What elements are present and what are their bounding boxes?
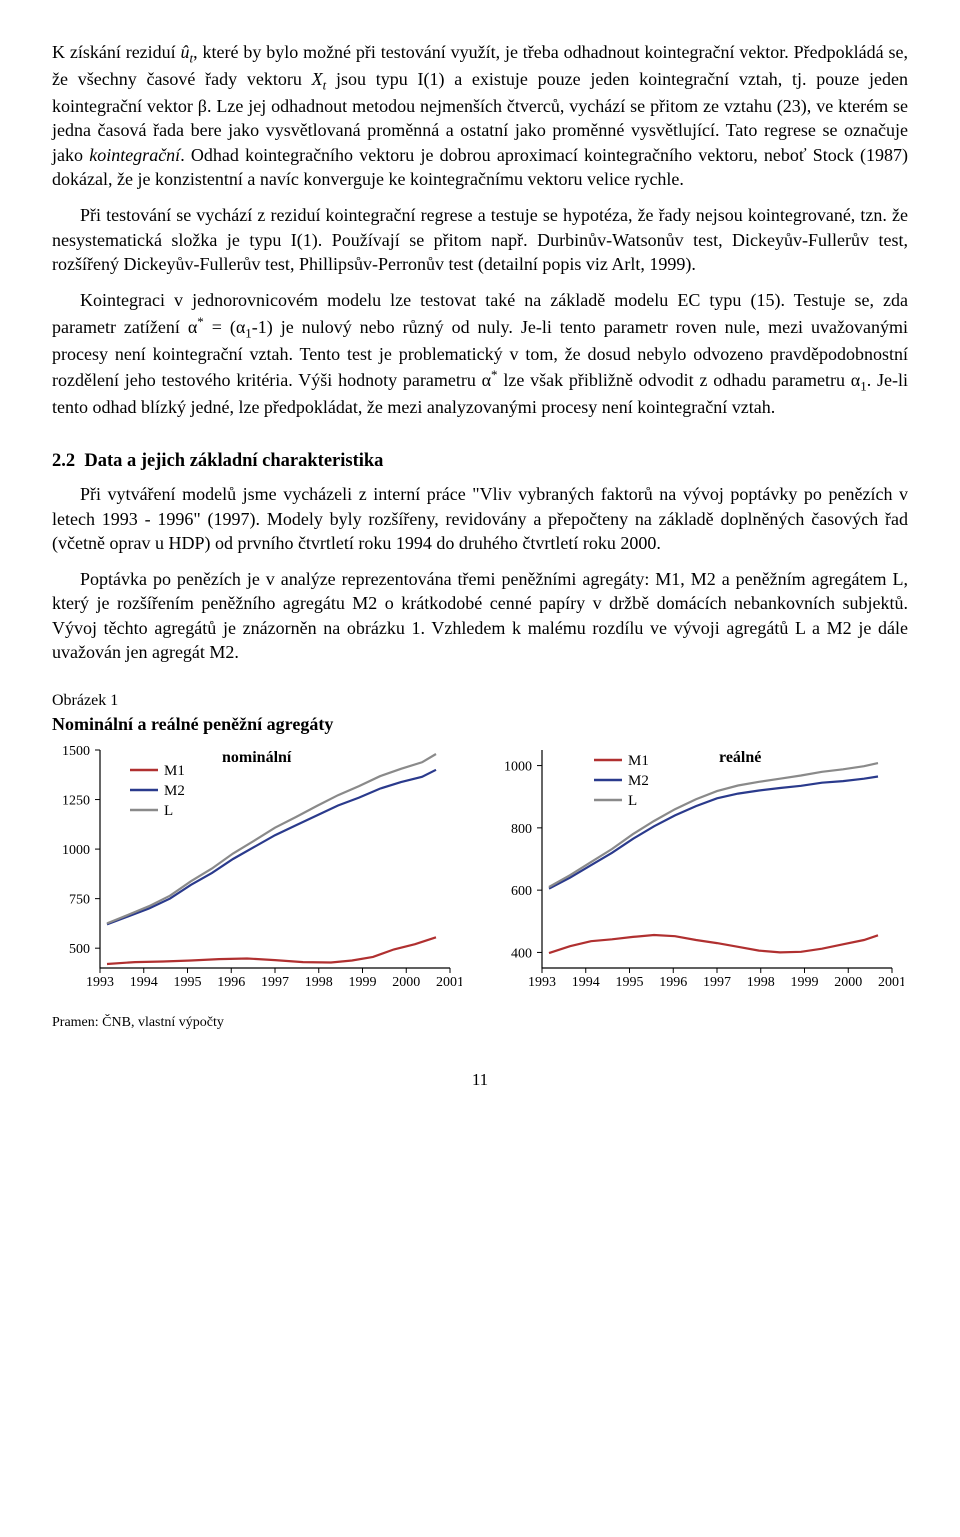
svg-text:750: 750 — [69, 893, 90, 908]
svg-text:1993: 1993 — [86, 975, 114, 990]
svg-text:1997: 1997 — [703, 975, 731, 990]
section-heading: 2.2 Data a jejich základní charakteristi… — [52, 449, 908, 474]
svg-text:800: 800 — [511, 822, 532, 837]
svg-text:L: L — [164, 803, 173, 819]
text: K získání reziduí — [52, 42, 181, 62]
svg-text:1500: 1500 — [62, 744, 90, 759]
var-u: ût — [181, 42, 194, 62]
chart-nominal-svg: 500 750 1000 1250 1500 1993 1994 1995 1996 1997 19… — [52, 742, 462, 1012]
svg-text:M2: M2 — [164, 783, 185, 799]
figure-title: Nominální a reálné peněžní agregáty — [52, 712, 908, 736]
svg-text:2001: 2001 — [878, 975, 904, 990]
svg-text:1000: 1000 — [504, 760, 532, 775]
svg-text:600: 600 — [511, 884, 532, 899]
svg-text:1998: 1998 — [305, 975, 333, 990]
section-number: 2.2 — [52, 451, 75, 471]
svg-text:1994: 1994 — [130, 975, 158, 990]
svg-text:2000: 2000 — [834, 975, 862, 990]
svg-text:M2: M2 — [628, 773, 649, 789]
svg-text:1994: 1994 — [572, 975, 600, 990]
svg-text:1000: 1000 — [62, 843, 90, 858]
paragraph-2: Při testování se vychází z reziduí koint… — [52, 203, 908, 276]
source-note: Pramen: ČNB, vlastní výpočty — [52, 1014, 908, 1033]
svg-text:1995: 1995 — [174, 975, 202, 990]
text: lze však přibližně odvodit z odhadu para… — [498, 370, 861, 390]
figure-label: Obrázek 1 — [52, 690, 908, 712]
svg-text:1998: 1998 — [747, 975, 775, 990]
section-title: Data a jejich základní charakteristika — [84, 451, 383, 471]
chart-real-svg: 400 600 800 1000 1993 1994 1995 1996 1997 1998 199… — [494, 742, 904, 1012]
svg-text:500: 500 — [69, 942, 90, 957]
emph-kointegracni: kointegrační — [89, 145, 180, 165]
svg-text:reálné: reálné — [719, 749, 761, 766]
svg-text:nominální: nominální — [222, 749, 292, 766]
svg-text:1996: 1996 — [217, 975, 245, 990]
svg-text:1999: 1999 — [791, 975, 819, 990]
svg-text:1995: 1995 — [616, 975, 644, 990]
svg-text:2000: 2000 — [392, 975, 420, 990]
svg-text:1993: 1993 — [528, 975, 556, 990]
charts-row: 500 750 1000 1250 1500 1993 1994 1995 1996 1997 19… — [52, 742, 908, 1012]
chart-nominal: 500 750 1000 1250 1500 1993 1994 1995 1996 1997 19… — [52, 742, 462, 1012]
svg-text:1997: 1997 — [261, 975, 289, 990]
svg-text:M1: M1 — [628, 753, 649, 769]
page-number: 11 — [52, 1069, 908, 1092]
paragraph-5: Poptávka po penězích je v analýze reprez… — [52, 567, 908, 664]
svg-text:400: 400 — [511, 947, 532, 962]
var-X: Xt — [312, 69, 327, 89]
text: = (α — [204, 317, 246, 337]
paragraph-4: Při vytváření modelů jsme vycházeli z in… — [52, 482, 908, 555]
svg-text:L: L — [628, 793, 637, 809]
svg-text:M1: M1 — [164, 763, 185, 779]
svg-text:1250: 1250 — [62, 794, 90, 809]
text: . Odhad kointegračního vektoru je dobrou… — [52, 145, 908, 189]
svg-text:1996: 1996 — [659, 975, 687, 990]
svg-text:1999: 1999 — [349, 975, 377, 990]
paragraph-3: Kointegraci v jednorovnicovém modelu lze… — [52, 288, 908, 419]
svg-text:2001: 2001 — [436, 975, 462, 990]
chart-real: 400 600 800 1000 1993 1994 1995 1996 1997 1998 199… — [494, 742, 904, 1012]
paragraph-1: K získání reziduí ût, které by bylo možn… — [52, 40, 908, 191]
